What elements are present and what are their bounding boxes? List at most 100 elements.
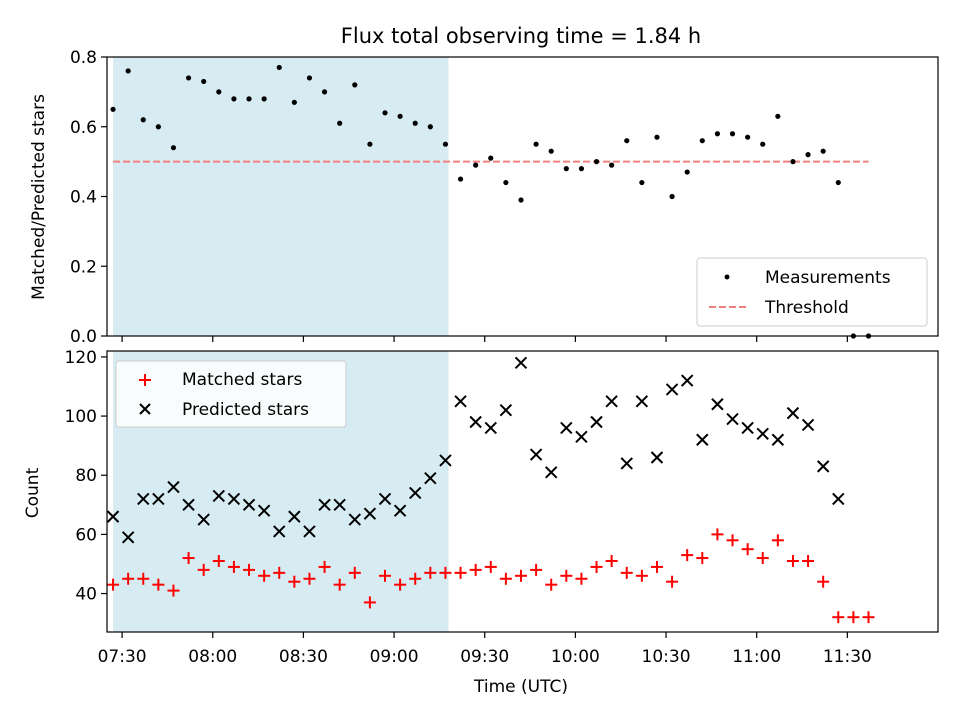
predicted-stars-point bbox=[303, 525, 316, 538]
measurement-point bbox=[790, 159, 796, 165]
matched-stars-point bbox=[696, 552, 709, 565]
predicted-stars-point bbox=[167, 480, 180, 494]
measurement-point bbox=[518, 197, 524, 203]
predicted-stars-point bbox=[333, 498, 346, 512]
predicted-stars-point bbox=[257, 504, 271, 517]
measurement-point bbox=[760, 141, 766, 147]
top-panel-frame bbox=[106, 56, 939, 337]
measurement-point bbox=[352, 82, 358, 88]
measurement-point bbox=[578, 166, 585, 172]
measurement-point bbox=[140, 117, 146, 123]
measurement-point bbox=[457, 176, 464, 182]
measurement-point bbox=[624, 138, 630, 144]
measurement-point bbox=[170, 145, 177, 151]
predicted-stars-point bbox=[288, 510, 301, 523]
matched-stars-point bbox=[499, 572, 512, 585]
predicted-stars-point bbox=[801, 418, 815, 432]
matched-stars-point bbox=[197, 563, 210, 576]
measurement-point bbox=[714, 131, 721, 137]
top-panel-highlight-span bbox=[113, 57, 449, 336]
measurement-point bbox=[216, 89, 222, 95]
matched-stars-point bbox=[650, 560, 663, 573]
x-tick-label: 11:00 bbox=[732, 647, 781, 667]
predicted-stars-point bbox=[545, 466, 558, 479]
predicted-stars-point bbox=[786, 406, 800, 420]
x-tick-label: 10:00 bbox=[551, 647, 600, 667]
predicted-stars-point bbox=[650, 451, 664, 464]
predicted-stars-point bbox=[378, 492, 392, 506]
predicted-stars-point bbox=[756, 427, 769, 441]
matched-stars-point bbox=[771, 534, 784, 547]
predicted-stars-point bbox=[529, 448, 543, 461]
predicted-stars-point bbox=[816, 460, 830, 473]
matched-stars-point bbox=[590, 560, 603, 573]
predicted-stars-point bbox=[409, 486, 422, 500]
measurement-point bbox=[533, 141, 539, 147]
predicted-stars-point bbox=[182, 498, 195, 512]
measurement-point bbox=[473, 162, 479, 168]
matched-stars-point bbox=[348, 566, 361, 579]
legend-measurements-marker bbox=[724, 274, 730, 280]
matched-stars-points bbox=[107, 528, 875, 624]
matched-stars-point bbox=[605, 555, 618, 568]
bottom-panel-xlabel: Time (UTC) bbox=[473, 677, 568, 697]
matched-stars-point bbox=[514, 569, 527, 582]
measurement-point bbox=[699, 138, 705, 144]
measurement-point bbox=[201, 78, 207, 85]
matched-stars-point bbox=[152, 578, 165, 591]
matched-stars-point bbox=[847, 611, 860, 624]
matched-stars-point bbox=[545, 578, 558, 591]
measurement-point bbox=[155, 124, 161, 130]
predicted-stars-point bbox=[665, 383, 679, 396]
matched-stars-point bbox=[681, 549, 694, 562]
matched-stars-point bbox=[137, 572, 150, 585]
predicted-stars-point bbox=[454, 395, 467, 408]
matched-stars-point bbox=[666, 575, 679, 588]
measurement-point bbox=[805, 152, 811, 158]
measurement-point bbox=[609, 162, 615, 168]
matched-stars-point bbox=[303, 572, 316, 585]
bottom-panel-x-ticks: 07:30 08:00 08:30 09:00 09:30 10:00 10:30 11:00… bbox=[98, 632, 872, 667]
predicted-stars-point bbox=[137, 492, 150, 506]
measurement-point bbox=[835, 179, 841, 186]
predicted-stars-point bbox=[514, 356, 528, 370]
matched-stars-point bbox=[802, 555, 815, 568]
measurement-point bbox=[185, 75, 192, 81]
measurement-point bbox=[231, 96, 237, 102]
measurement-point bbox=[593, 159, 600, 165]
matched-stars-point bbox=[726, 534, 739, 547]
top-panel-ylabel: Matched/Predicted stars bbox=[29, 94, 49, 300]
measurement-point bbox=[820, 148, 826, 154]
x-tick-label: 07:30 bbox=[98, 647, 147, 667]
legend-threshold-label: Threshold bbox=[764, 298, 849, 318]
predicted-stars-point bbox=[363, 507, 377, 520]
legend-matched-marker bbox=[139, 374, 151, 386]
matched-stars-point bbox=[394, 578, 407, 591]
predicted-stars-point bbox=[273, 525, 286, 538]
x-tick-label: 08:00 bbox=[188, 647, 237, 667]
x-tick-label: 11:30 bbox=[823, 647, 872, 667]
measurement-point bbox=[639, 179, 645, 186]
matched-stars-point bbox=[817, 575, 830, 588]
measurement-point bbox=[306, 75, 313, 81]
predicted-stars-point bbox=[121, 531, 135, 544]
bottom-y-tick-label: 100 bbox=[65, 407, 97, 427]
matched-stars-point bbox=[379, 569, 392, 582]
matched-stars-point bbox=[258, 569, 271, 582]
predicted-stars-point bbox=[575, 430, 588, 443]
legend-predicted-marker bbox=[139, 403, 151, 415]
x-tick-label: 08:30 bbox=[279, 647, 328, 667]
predicted-stars-point bbox=[605, 395, 618, 408]
predicted-stars-point bbox=[197, 513, 210, 526]
top-legend-box bbox=[696, 257, 928, 327]
measurement-point bbox=[125, 68, 131, 74]
measurement-point bbox=[261, 96, 267, 102]
bottom-panel: 40 60 80 100 120 07:30 08:00 08:30 09:00 09:30 10… bbox=[23, 348, 939, 697]
predicted-stars-point bbox=[726, 412, 739, 426]
measurement-point bbox=[548, 148, 554, 154]
x-tick-label: 09:30 bbox=[460, 647, 509, 667]
matched-stars-point bbox=[439, 566, 452, 579]
predicted-stars-point bbox=[152, 492, 165, 506]
measurement-point bbox=[367, 141, 373, 147]
